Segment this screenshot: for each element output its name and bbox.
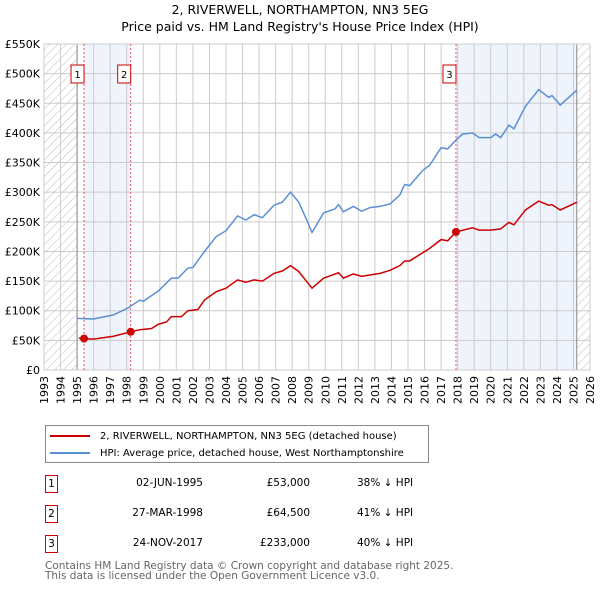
y-tick-label: £400K — [5, 127, 41, 140]
x-tick-label: 2005 — [237, 376, 250, 404]
series-line-hpi — [77, 88, 578, 320]
x-tick-label: 1995 — [71, 376, 84, 404]
x-tick-label: 2021 — [501, 376, 514, 404]
series-line-property — [78, 200, 578, 340]
footer-line: Contains HM Land Registry data © Crown c… — [45, 560, 454, 572]
legend: 2, RIVERWELL, NORTHAMPTON, NN3 5EG (deta… — [45, 425, 429, 463]
x-tick-label: 2015 — [402, 376, 415, 404]
x-tick-label: 2018 — [452, 376, 465, 404]
y-tick-label: £250K — [5, 216, 41, 229]
chart-title: 2, RIVERWELL, NORTHAMPTON, NN3 5EG — [171, 2, 429, 17]
price: £53,000 — [266, 477, 310, 489]
x-tick-label: 2001 — [170, 376, 183, 404]
hpi-diff: 40% ↓ HPI — [357, 537, 414, 549]
date: 24-NOV-2017 — [132, 537, 203, 549]
y-tick-label: £200K — [5, 245, 41, 258]
x-tick-label: 2004 — [220, 376, 233, 404]
sale-point — [80, 334, 89, 343]
x-tick-label: 2009 — [303, 376, 316, 404]
y-tick-label: £350K — [5, 157, 41, 170]
x-tick-label: 1998 — [121, 376, 134, 404]
y-tick-label: £50K — [12, 334, 41, 347]
y-tick-label: £300K — [5, 186, 41, 199]
y-tick-label: £0 — [26, 364, 40, 377]
hpi-diff: 38% ↓ HPI — [357, 477, 414, 489]
date: 02-JUN-1995 — [136, 477, 203, 489]
shaded-period — [84, 44, 131, 370]
x-tick-label: 2007 — [270, 376, 283, 404]
legend-label: HPI: Average price, detached house, West… — [100, 447, 404, 459]
legend-item-property: 2, RIVERWELL, NORTHAMPTON, NN3 5EG (deta… — [50, 429, 397, 443]
x-tick-label: 2014 — [385, 376, 398, 404]
x-tick-label: 1994 — [55, 376, 68, 404]
x-tick-label: 1999 — [137, 376, 150, 404]
x-tick-label: 2010 — [319, 376, 332, 404]
sale-label-box — [442, 64, 457, 84]
marker-badge: 1 — [45, 475, 58, 493]
x-tick-label: 2022 — [518, 376, 531, 404]
x-tick-label: 2016 — [419, 376, 432, 404]
y-tick-label: £150K — [5, 275, 41, 288]
chart-subtitle: Price paid vs. HM Land Registry's House … — [121, 19, 479, 34]
x-tick-label: 2003 — [203, 376, 216, 404]
y-tick-label: £500K — [5, 68, 41, 81]
x-tick-label: 2020 — [485, 376, 498, 404]
x-tick-label: 2023 — [534, 376, 547, 404]
y-tick-label: £550K — [5, 38, 41, 51]
x-tick-label: 2025 — [567, 376, 580, 404]
legend-swatch-blue — [50, 452, 90, 454]
sale-point — [126, 327, 135, 336]
x-tick-label: 2012 — [352, 376, 365, 404]
plot-frame — [43, 43, 591, 371]
sale-point — [451, 227, 460, 236]
x-tick-label: 1996 — [88, 376, 101, 404]
price: £233,000 — [259, 537, 310, 549]
sale-label: 1 — [74, 70, 80, 81]
x-tick-label: 1993 — [38, 376, 51, 404]
legend-item-hpi: HPI: Average price, detached house, West… — [50, 446, 404, 460]
x-tick-label: 2024 — [551, 376, 564, 404]
hatch-region — [576, 44, 590, 370]
x-tick-label: 2006 — [253, 376, 266, 404]
y-tick-label: £450K — [5, 97, 41, 110]
sale-label-box — [117, 64, 132, 84]
x-tick-label: 2000 — [154, 376, 167, 404]
x-tick-label: 2002 — [187, 376, 200, 404]
x-tick-label: 2013 — [369, 376, 382, 404]
date: 27-MAR-1998 — [132, 507, 203, 519]
price: £64,500 — [266, 507, 310, 519]
x-tick-label: 2008 — [286, 376, 299, 404]
marker-badge: 3 — [45, 535, 58, 553]
x-tick-label: 2026 — [584, 376, 597, 404]
x-tick-label: 1997 — [104, 376, 117, 404]
plot: 1993 1994 1995 1996 1997 1998 1999 2000 2001 2002… — [5, 38, 597, 404]
sale-label-box — [70, 64, 85, 84]
footer: Contains HM Land Registry data © Crown c… — [45, 560, 454, 582]
x-tick-label: 2019 — [468, 376, 481, 404]
legend-label: 2, RIVERWELL, NORTHAMPTON, NN3 5EG (deta… — [100, 430, 397, 442]
x-tick-label: 2017 — [435, 376, 448, 404]
marker-badge: 2 — [45, 505, 58, 523]
x-tick-label: 2011 — [336, 376, 349, 404]
sale-label: 2 — [121, 70, 127, 81]
y-tick-label: £100K — [5, 305, 41, 318]
sale-label: 3 — [446, 70, 452, 81]
hpi-diff: 41% ↓ HPI — [357, 507, 414, 519]
legend-swatch-red — [50, 435, 90, 437]
footer-line: This data is licensed under the Open Gov… — [45, 570, 380, 582]
